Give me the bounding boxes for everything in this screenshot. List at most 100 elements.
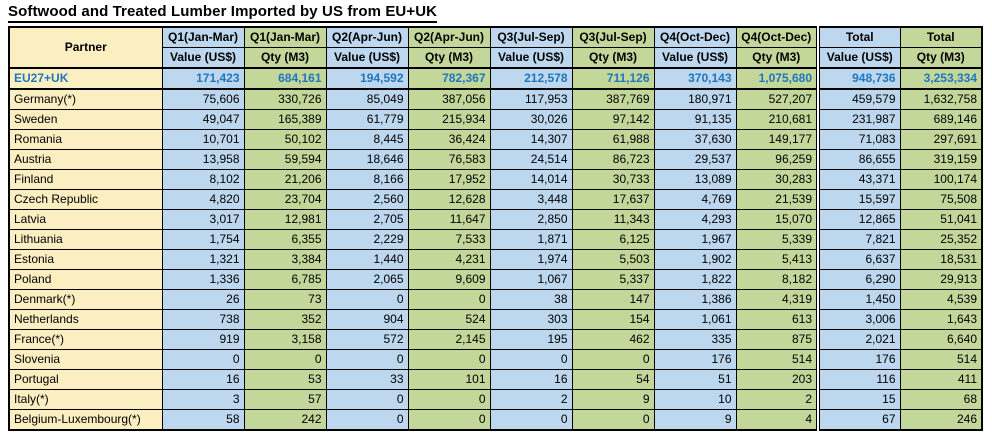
qty-cell: 9 bbox=[571, 389, 655, 410]
value-cell: 0 bbox=[489, 409, 573, 431]
qty-cell: 165,389 bbox=[243, 109, 327, 130]
table-body: EU27+UK 171,423 684,161 194,592 782,367 212,5… bbox=[8, 67, 983, 431]
partner-cell: Austria bbox=[8, 149, 163, 170]
qty-cell: 711,126 bbox=[571, 67, 655, 90]
value-cell: 3 bbox=[161, 389, 245, 410]
column-header-period: Q4(Oct-Dec) bbox=[735, 26, 819, 48]
table-row: Portugal 16 53 33 101 16 54 51 203 116 411 bbox=[8, 369, 983, 390]
qty-cell: 0 bbox=[407, 409, 491, 431]
partner-cell: Latvia bbox=[8, 209, 163, 230]
qty-cell: 36,424 bbox=[407, 129, 491, 150]
value-cell: 10,701 bbox=[161, 129, 245, 150]
value-cell: 1,067 bbox=[489, 269, 573, 290]
value-cell: 303 bbox=[489, 309, 573, 330]
column-header-unit: Qty (M3) bbox=[899, 47, 983, 69]
column-header-unit: Value (US$) bbox=[816, 47, 901, 69]
value-cell: 738 bbox=[161, 309, 245, 330]
qty-cell: 61,988 bbox=[571, 129, 655, 150]
qty-cell: 0 bbox=[571, 409, 655, 431]
value-cell: 16 bbox=[161, 369, 245, 390]
qty-cell: 15,070 bbox=[735, 209, 819, 230]
column-header-period: Q3(Jul-Sep) bbox=[489, 26, 573, 48]
value-cell: 18,646 bbox=[325, 149, 409, 170]
qty-cell: 4 bbox=[735, 409, 819, 431]
value-cell: 6,637 bbox=[816, 249, 901, 270]
qty-cell: 203 bbox=[735, 369, 819, 390]
qty-cell: 75,508 bbox=[899, 189, 983, 210]
qty-cell: 514 bbox=[735, 349, 819, 370]
qty-cell: 246 bbox=[899, 409, 983, 431]
value-cell: 9 bbox=[653, 409, 737, 431]
partner-cell: Germany(*) bbox=[8, 88, 163, 110]
table-row: Sweden 49,047 165,389 61,779 215,934 30,026 97… bbox=[8, 109, 983, 130]
qty-cell: 0 bbox=[407, 389, 491, 410]
partner-cell: Czech Republic bbox=[8, 189, 163, 210]
qty-cell: 149,177 bbox=[735, 129, 819, 150]
qty-cell: 411 bbox=[899, 369, 983, 390]
value-cell: 2,065 bbox=[325, 269, 409, 290]
value-cell: 26 bbox=[161, 289, 245, 310]
qty-cell: 18,531 bbox=[899, 249, 983, 270]
value-cell: 1,871 bbox=[489, 229, 573, 250]
table-row: Belgium-Luxembourg(*) 58 242 0 0 0 0 9 4 67 246 bbox=[8, 409, 983, 431]
qty-cell: 3,253,334 bbox=[899, 67, 983, 90]
value-cell: 85,049 bbox=[325, 88, 409, 110]
table-row: Netherlands 738 352 904 524 303 154 1,061 613 3,0… bbox=[8, 309, 983, 330]
qty-cell: 97,142 bbox=[571, 109, 655, 130]
qty-cell: 54 bbox=[571, 369, 655, 390]
qty-cell: 297,691 bbox=[899, 129, 983, 150]
qty-cell: 6,125 bbox=[571, 229, 655, 250]
qty-cell: 6,785 bbox=[243, 269, 327, 290]
qty-cell: 215,934 bbox=[407, 109, 491, 130]
value-cell: 180,971 bbox=[653, 88, 737, 110]
qty-cell: 0 bbox=[407, 349, 491, 370]
value-cell: 1,450 bbox=[816, 289, 901, 310]
qty-cell: 53 bbox=[243, 369, 327, 390]
qty-cell: 2,145 bbox=[407, 329, 491, 350]
table-row: Italy(*) 3 57 0 0 2 9 10 2 15 68 bbox=[8, 389, 983, 410]
qty-cell: 3,384 bbox=[243, 249, 327, 270]
qty-cell: 4,539 bbox=[899, 289, 983, 310]
qty-cell: 154 bbox=[571, 309, 655, 330]
value-cell: 86,655 bbox=[816, 149, 901, 170]
column-header-period: Q4(Oct-Dec) bbox=[653, 26, 737, 48]
value-cell: 2,560 bbox=[325, 189, 409, 210]
qty-cell: 30,733 bbox=[571, 169, 655, 190]
page-title: Softwood and Treated Lumber Imported by … bbox=[8, 3, 438, 23]
value-cell: 8,102 bbox=[161, 169, 245, 190]
value-cell: 1,974 bbox=[489, 249, 573, 270]
qty-cell: 1,632,758 bbox=[899, 88, 983, 110]
value-cell: 8,166 bbox=[325, 169, 409, 190]
value-cell: 2,021 bbox=[816, 329, 901, 350]
qty-cell: 524 bbox=[407, 309, 491, 330]
value-cell: 0 bbox=[161, 349, 245, 370]
value-cell: 91,135 bbox=[653, 109, 737, 130]
value-cell: 4,820 bbox=[161, 189, 245, 210]
qty-cell: 5,337 bbox=[571, 269, 655, 290]
column-header-unit: Value (US$) bbox=[325, 47, 409, 69]
qty-cell: 0 bbox=[243, 349, 327, 370]
table-row: Slovenia 0 0 0 0 0 0 176 514 176 514 bbox=[8, 349, 983, 370]
partner-cell: Portugal bbox=[8, 369, 163, 390]
value-cell: 8,445 bbox=[325, 129, 409, 150]
qty-cell: 4,319 bbox=[735, 289, 819, 310]
qty-cell: 1,643 bbox=[899, 309, 983, 330]
partner-cell: Italy(*) bbox=[8, 389, 163, 410]
value-cell: 176 bbox=[816, 349, 901, 370]
column-header-unit: Value (US$) bbox=[161, 47, 245, 69]
qty-cell: 21,539 bbox=[735, 189, 819, 210]
qty-cell: 210,681 bbox=[735, 109, 819, 130]
qty-cell: 12,628 bbox=[407, 189, 491, 210]
value-cell: 75,606 bbox=[161, 88, 245, 110]
qty-cell: 17,637 bbox=[571, 189, 655, 210]
table-row: Latvia 3,017 12,981 2,705 11,647 2,850 11,343 4… bbox=[8, 209, 983, 230]
value-cell: 30,026 bbox=[489, 109, 573, 130]
value-cell: 948,736 bbox=[816, 67, 901, 90]
value-cell: 0 bbox=[489, 349, 573, 370]
table-row-total: EU27+UK 171,423 684,161 194,592 782,367 212,5… bbox=[8, 67, 983, 90]
value-cell: 1,336 bbox=[161, 269, 245, 290]
table-row: Finland 8,102 21,206 8,166 17,952 14,014 30,73… bbox=[8, 169, 983, 190]
qty-cell: 330,726 bbox=[243, 88, 327, 110]
value-cell: 194,592 bbox=[325, 67, 409, 90]
value-cell: 171,423 bbox=[161, 67, 245, 90]
